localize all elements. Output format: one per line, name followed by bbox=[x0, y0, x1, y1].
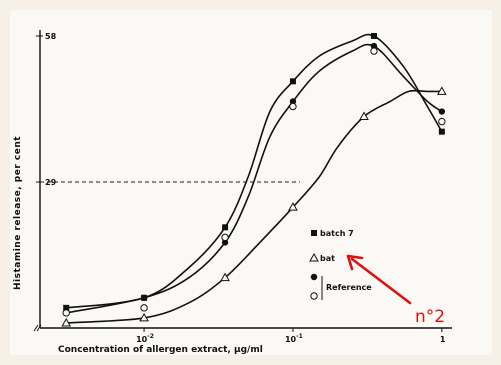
data-point-3-0 bbox=[62, 309, 70, 317]
series-curves bbox=[66, 33, 443, 324]
annotation-arrow-head bbox=[346, 254, 364, 271]
legend-marker-batch-7 bbox=[311, 230, 317, 236]
legend-marker-reference-open bbox=[310, 292, 318, 300]
data-point-0-5 bbox=[438, 128, 445, 135]
legend-label-reference: Reference bbox=[326, 283, 372, 292]
x-tick-label: 10-2 bbox=[136, 333, 154, 344]
y-axis-title: Histamine release, per cent bbox=[13, 136, 23, 290]
data-point-0-0 bbox=[63, 304, 70, 311]
annotation-label: n°2 bbox=[415, 307, 445, 327]
data-point-0-2 bbox=[222, 224, 229, 231]
data-point-2-3 bbox=[289, 98, 297, 105]
annotation: n°2 bbox=[346, 254, 445, 327]
series-markers bbox=[61, 33, 447, 327]
data-point-1-4 bbox=[359, 111, 369, 121]
series-line-0 bbox=[66, 33, 443, 309]
data-point-0-4 bbox=[370, 33, 377, 39]
data-point-1-5 bbox=[436, 86, 447, 95]
data-point-0-3 bbox=[289, 78, 296, 85]
data-point-3-1 bbox=[140, 304, 148, 312]
data-point-1-1 bbox=[139, 312, 149, 322]
data-point-2-2 bbox=[221, 239, 229, 246]
data-point-3-4 bbox=[370, 47, 378, 55]
data-point-1-2 bbox=[220, 272, 230, 282]
data-point-1-0 bbox=[61, 317, 72, 327]
axis-break-mark bbox=[33, 324, 42, 332]
x-tick-label: 1 bbox=[440, 335, 446, 344]
series-line-1 bbox=[66, 89, 442, 324]
data-point-3-3 bbox=[289, 102, 297, 111]
x-axis-title: Concentration of allergen extract, μg/ml bbox=[58, 345, 263, 355]
y-tick-label: 58 bbox=[45, 32, 57, 41]
annotation-arrow-shaft bbox=[350, 257, 412, 305]
data-point-3-5 bbox=[438, 117, 446, 126]
legend: batch 7 bat Reference bbox=[309, 229, 372, 300]
axes: 58 29 10-2 10-1 1 Concentration of allergen e… bbox=[13, 30, 452, 355]
x-tick-label: 10-1 bbox=[285, 333, 303, 344]
legend-marker-reference-filled bbox=[310, 273, 318, 281]
y-tick-label: 29 bbox=[45, 178, 57, 187]
data-point-1-3 bbox=[288, 202, 298, 211]
figure-panel bbox=[10, 10, 492, 355]
data-point-2-5 bbox=[438, 108, 446, 115]
data-point-3-2 bbox=[221, 233, 229, 242]
legend-marker-batch-8 bbox=[309, 252, 319, 262]
series-line-2 bbox=[66, 43, 443, 314]
legend-label-batch-7: batch 7 bbox=[320, 229, 354, 238]
legend-batch-8-label: bat bbox=[320, 254, 335, 263]
data-point-2-1 bbox=[140, 294, 148, 301]
data-point-2-4 bbox=[370, 42, 378, 50]
